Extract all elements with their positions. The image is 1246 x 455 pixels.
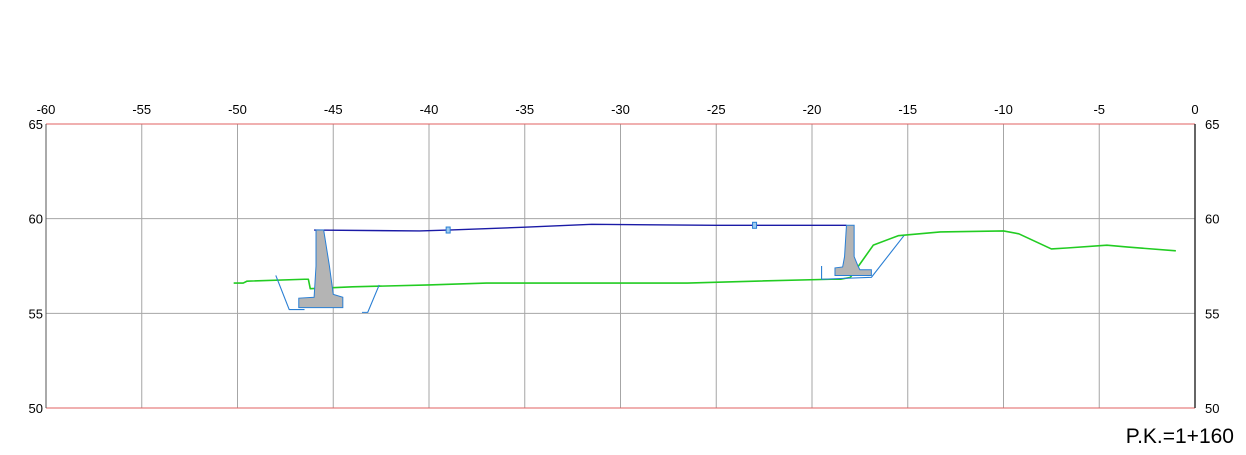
y-tick-label-right: 50 (1205, 401, 1219, 416)
x-tick-label: -35 (515, 102, 534, 117)
y-tick-label-left: 55 (29, 306, 43, 321)
y-tick-label-right: 55 (1205, 306, 1219, 321)
x-tick-label: -50 (228, 102, 247, 117)
design-marker (752, 221, 758, 229)
terrain-line (233, 230, 1176, 290)
y-tick-label-left: 50 (29, 401, 43, 416)
y-tick-label-left: 65 (29, 117, 43, 132)
design-marker (445, 226, 451, 234)
y-tick-label-right: 65 (1205, 117, 1219, 132)
tick-labels: -60 -55 -50 -45 -40 -35 -30 -25 -20 -15 -10 -5 050 50… (29, 102, 1220, 416)
series (233, 221, 1176, 313)
grid (46, 124, 1195, 408)
x-tick-label: -5 (1093, 102, 1105, 117)
x-tick-label: -45 (324, 102, 343, 117)
y-tick-label-left: 60 (29, 212, 43, 227)
excavation-line (821, 235, 905, 280)
excavation-line (275, 275, 305, 311)
structures (298, 224, 872, 309)
excavation-line (361, 284, 380, 313)
x-tick-label: -25 (707, 102, 726, 117)
x-tick-label: -10 (994, 102, 1013, 117)
plot-border (45, 123, 1196, 409)
x-tick-label: -30 (611, 102, 630, 117)
y-tick-label-right: 60 (1205, 212, 1219, 227)
x-tick-label: -40 (420, 102, 439, 117)
x-tick-label: -20 (803, 102, 822, 117)
x-tick-label: -55 (132, 102, 151, 117)
left-retaining-wall (298, 229, 344, 309)
x-tick-label: -60 (37, 102, 56, 117)
station-label: P.K.=1+160 (1125, 425, 1234, 448)
design-line (314, 223, 847, 232)
x-tick-label: -15 (898, 102, 917, 117)
x-tick-label: 0 (1191, 102, 1198, 117)
right-retaining-wall (834, 224, 872, 276)
